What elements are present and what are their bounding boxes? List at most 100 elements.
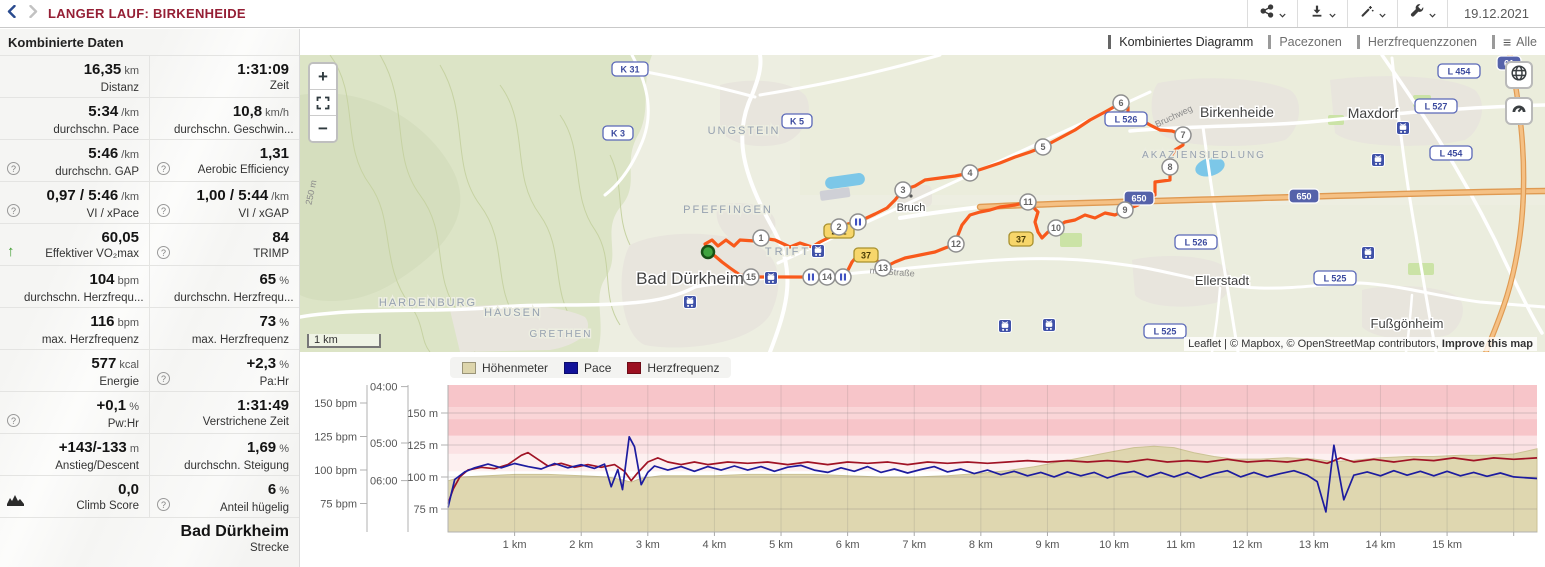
- svg-text:L 525: L 525: [1324, 274, 1347, 284]
- improve-map-link[interactable]: Improve this map: [1441, 338, 1533, 350]
- tools-button[interactable]: [1347, 0, 1397, 27]
- route-km-marker[interactable]: 10: [1047, 219, 1065, 237]
- route-km-marker[interactable]: 9: [1116, 201, 1134, 219]
- route-start-marker[interactable]: [700, 244, 716, 260]
- road-badge: 650: [1288, 188, 1320, 204]
- stat-value: 1:31:09: [237, 61, 289, 78]
- heartrate-line: [447, 451, 1538, 504]
- help-icon[interactable]: ?: [157, 204, 170, 217]
- stat-durchschn-herzfrequ: 65 % durchschn. Herzfrequ...: [149, 266, 299, 307]
- route-km-marker[interactable]: 2: [830, 218, 848, 236]
- zoom-out-button[interactable]: −: [310, 116, 336, 141]
- route-km-marker[interactable]: 7: [1174, 126, 1192, 144]
- x-axis-tick: 5 km: [769, 539, 793, 551]
- route-km-marker[interactable]: 11: [1019, 193, 1037, 211]
- route-km-marker[interactable]: 15: [742, 268, 760, 286]
- stat-label: Zeit: [269, 80, 289, 92]
- next-activity-button[interactable]: [22, 0, 44, 27]
- route-km-marker[interactable]: 3: [894, 181, 912, 199]
- map-area-label: AKAZIENSIEDLUNG: [1142, 150, 1266, 161]
- train-station-icon: [683, 295, 697, 309]
- map-layers-button[interactable]: [1505, 61, 1533, 89]
- stat-pa-hr: ? +2,3 % Pa:Hr: [149, 350, 299, 391]
- stat-label: TRIMP: [253, 248, 289, 260]
- menu-icon: ≡: [1502, 34, 1512, 50]
- route-pause-marker[interactable]: [849, 213, 867, 231]
- route-km-marker[interactable]: 12: [947, 235, 965, 253]
- route-pause-marker[interactable]: [834, 268, 852, 286]
- map-zoom-control: + −: [308, 62, 338, 143]
- tab-separator: [1491, 35, 1495, 49]
- stat-distanz: 16,35 km Distanz: [0, 56, 149, 97]
- stat-label: Pw:Hr: [107, 418, 139, 430]
- stat-value: 0,0: [118, 481, 139, 498]
- stats-sidebar: Kombinierte Daten 16,35 km Distanz 1:31:09…: [0, 29, 300, 567]
- legend-swatch: [627, 361, 642, 374]
- route-km-marker[interactable]: 8: [1161, 158, 1179, 176]
- combined-chart[interactable]: 150 bpm 125 bpm 100 bpm 75 bpm 04:00 05:00 06:…: [300, 352, 1545, 567]
- road-badge: L 526: [1174, 234, 1218, 250]
- stat-label: Strecke: [250, 542, 289, 554]
- prev-activity-button[interactable]: [0, 0, 22, 27]
- svg-text:K 3: K 3: [611, 129, 625, 139]
- help-icon[interactable]: ?: [7, 162, 20, 175]
- activity-date[interactable]: 19.12.2021: [1447, 0, 1545, 27]
- help-icon[interactable]: ?: [7, 204, 20, 217]
- help-icon[interactable]: ?: [7, 414, 20, 427]
- hr-zone-band: [448, 435, 1537, 454]
- water-areas: [819, 157, 1225, 201]
- stat-climb-score: 0,0 Climb Score: [0, 476, 149, 517]
- stat-value: 5:34 /km: [88, 103, 139, 120]
- stat-anstieg-descent: +143/-133 m Anstieg/Descent: [0, 434, 149, 475]
- svg-text:L 525: L 525: [1154, 327, 1177, 337]
- svg-text:L 526: L 526: [1185, 238, 1208, 248]
- stat-anteil-h-gelig: ? 6 % Anteil hügelig: [149, 476, 299, 517]
- route-km-marker[interactable]: 13: [874, 259, 892, 277]
- stat-row: 104 bpm durchschn. Herzfrequ... 65 % durchs…: [0, 265, 299, 307]
- map-speed-overlay-button[interactable]: [1505, 97, 1533, 125]
- svg-text:L 526: L 526: [1115, 115, 1138, 125]
- elevation-axis-tick: 150 m: [407, 408, 438, 420]
- main-panel: Kombiniertes Diagramm Pacezonen Herzfreque…: [300, 29, 1545, 567]
- tab-separator: [1108, 35, 1112, 49]
- route-pause-marker[interactable]: [802, 268, 820, 286]
- help-icon[interactable]: ?: [157, 162, 170, 175]
- svg-text:10: 10: [1051, 223, 1061, 233]
- route-km-marker[interactable]: 14: [818, 268, 836, 286]
- train-station-icon: [998, 319, 1012, 333]
- combined-chart-panel: Höhenmeter Pace Herzfrequenz 150 bpm 125 bp…: [300, 352, 1545, 567]
- elevation-axis-tick: 75 m: [414, 504, 438, 516]
- legend-item-herzfrequenz: Herzfrequenz: [627, 361, 719, 375]
- train-station-icon: [1396, 121, 1410, 135]
- zoom-in-button[interactable]: +: [310, 64, 336, 90]
- tab-herzfrequenzzonen[interactable]: Herzfrequenzzonen: [1356, 35, 1477, 49]
- route-km-marker[interactable]: 5: [1034, 138, 1052, 156]
- help-icon[interactable]: ?: [157, 372, 170, 385]
- stat-zeit: 1:31:09 Zeit: [149, 56, 299, 97]
- road-badge: 650: [1123, 190, 1155, 206]
- route-map[interactable]: UNGSTEIN PFEFFINGEN TRIFT HARDENBURG HAUSEN G…: [300, 55, 1545, 352]
- fullscreen-button[interactable]: [310, 90, 336, 116]
- stat-value: 73 %: [259, 313, 289, 330]
- tab-separator: [1268, 35, 1272, 49]
- map-canvas: UNGSTEIN PFEFFINGEN TRIFT HARDENBURG HAUSEN G…: [300, 55, 1545, 352]
- legend-label: Herzfrequenz: [647, 360, 720, 375]
- route-km-marker[interactable]: 1: [752, 229, 770, 247]
- share-button[interactable]: [1247, 0, 1297, 27]
- pace-line: [447, 435, 1538, 513]
- tab-alle[interactable]: ≡ Alle: [1491, 34, 1537, 50]
- hr-axis-tick: 75 bpm: [320, 499, 357, 511]
- x-axis-tick: 2 km: [569, 539, 593, 551]
- route-km-marker[interactable]: 4: [961, 164, 979, 182]
- trend-up-icon: ↑: [7, 243, 15, 260]
- map-scale-bar: 1 km: [307, 334, 381, 348]
- svg-text:2: 2: [836, 222, 841, 232]
- tab-pacezonen[interactable]: Pacezonen: [1268, 35, 1342, 49]
- help-icon[interactable]: ?: [157, 246, 170, 259]
- help-icon[interactable]: ?: [157, 498, 170, 511]
- view-tabs: Kombiniertes Diagramm Pacezonen Herzfreque…: [300, 29, 1545, 55]
- route-km-marker[interactable]: 6: [1112, 94, 1130, 112]
- download-button[interactable]: [1297, 0, 1347, 27]
- settings-button[interactable]: [1397, 0, 1447, 27]
- tab-kombiniertes-diagramm[interactable]: Kombiniertes Diagramm: [1108, 35, 1253, 49]
